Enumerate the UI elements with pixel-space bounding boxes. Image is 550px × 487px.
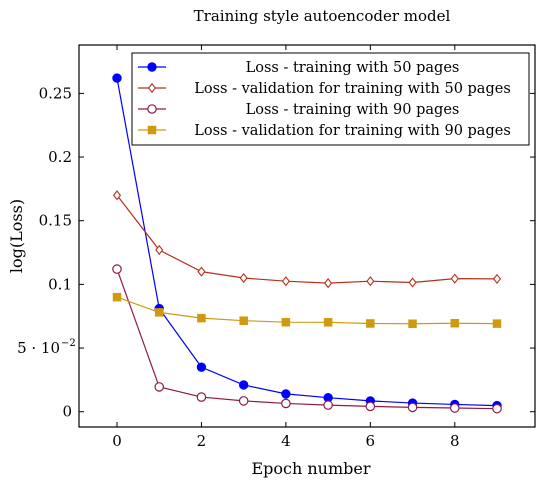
y-tick-label: 0.25: [39, 84, 72, 102]
y-axis-label: log(Loss): [7, 199, 26, 273]
series-4-point: [323, 318, 333, 327]
legend-label: Loss - training with 50 pages: [246, 60, 460, 76]
y-tick-label: 0: [62, 403, 72, 421]
series-3-point: [365, 401, 376, 412]
legend: Loss - training with 50 pages Loss - vali…: [131, 52, 530, 146]
series-2-point: [281, 276, 290, 287]
series-3-point: [238, 396, 249, 406]
x-axis-label: Epoch number: [251, 459, 370, 478]
legend-swatch-marker: [147, 125, 157, 135]
legend-label: Loss - validation for training with 50 p…: [194, 81, 511, 97]
y-tick-label-text: 0.1: [48, 275, 72, 293]
series-4-point: [154, 308, 164, 317]
series-3: [112, 264, 502, 414]
series-2-point: [112, 190, 122, 201]
x-tick-label: 2: [197, 432, 207, 450]
y-tick-label: 0.1: [48, 275, 72, 293]
legend-swatch-marker: [147, 104, 157, 114]
y-tick-label: 0.2: [48, 148, 72, 166]
series-3-point: [196, 392, 207, 402]
series-2-point: [450, 273, 459, 284]
legend-entry: Loss - training with 50 pages: [138, 60, 459, 76]
series-2-point: [197, 266, 206, 277]
legend-swatch-marker: [147, 62, 157, 72]
plot-marks: [112, 73, 502, 414]
legend-label: Loss - validation for training with 90 p…: [194, 123, 511, 139]
series-1-point: [238, 380, 249, 390]
y-tick-label-text: 0: [62, 403, 72, 421]
series-4-point: [366, 319, 375, 328]
series-3-point: [492, 403, 502, 414]
series-2-point: [366, 276, 375, 287]
y-tick-label-text: 0.2: [48, 148, 72, 166]
series-3-point: [154, 382, 165, 392]
series-3-point: [407, 402, 418, 413]
y-tick-label: 0.15: [39, 212, 72, 230]
legend-entry: Loss - validation for training with 90 p…: [138, 123, 511, 139]
x-tick-label: 6: [366, 432, 376, 450]
series-2: [112, 190, 502, 289]
series-1-point: [281, 389, 291, 399]
series-2-line: [116, 194, 498, 284]
series-2-point: [408, 277, 417, 288]
y-tick-label-text: 0.25: [39, 84, 72, 102]
legend-label: Loss - training with 90 pages: [246, 102, 460, 118]
series-1-point: [196, 362, 207, 372]
y-tick-label: 5 · 10: [17, 339, 60, 357]
series-4-line: [116, 296, 498, 325]
series-4-point: [197, 313, 206, 323]
legend-box: [131, 52, 530, 146]
x-tick-label: 4: [281, 432, 291, 450]
plot-frame: [78, 44, 536, 428]
series-3-point: [449, 403, 460, 413]
series-3-point: [281, 398, 291, 409]
x-tick-label: 0: [112, 432, 122, 450]
y-tick-label-text: 5 · 10: [17, 339, 60, 357]
series-4-point: [408, 319, 417, 328]
series-4-point: [112, 292, 122, 302]
chart-title: Training style autoencoder model: [194, 7, 451, 25]
series-4-point: [492, 319, 502, 328]
series-4: [112, 292, 502, 328]
y-tick-label-text: 0.15: [39, 212, 72, 230]
x-tick-label: 8: [450, 432, 460, 450]
series-2-point: [492, 273, 502, 284]
series-3-point: [112, 264, 122, 274]
legend-entry: Loss - training with 90 pages: [138, 102, 459, 118]
series-4-point: [281, 317, 291, 327]
y-tick-exponent: −2: [61, 338, 76, 349]
series-3-point: [323, 400, 333, 410]
series-3-line: [116, 268, 498, 410]
series-2-point: [324, 278, 333, 289]
series-1-point: [112, 73, 122, 83]
series-2-point: [239, 272, 248, 284]
legend-swatch-marker: [147, 82, 157, 94]
axis-ticks: 0 2 4 6 8 0 5 · 10 −2 0.1 0.15 0.2 0.25: [17, 45, 535, 450]
series-1-line: [116, 77, 498, 407]
series-4-point: [450, 318, 460, 328]
series-2-point: [155, 244, 164, 256]
series-4-point: [239, 316, 248, 325]
legend-entry: Loss - validation for training with 50 p…: [138, 81, 511, 97]
